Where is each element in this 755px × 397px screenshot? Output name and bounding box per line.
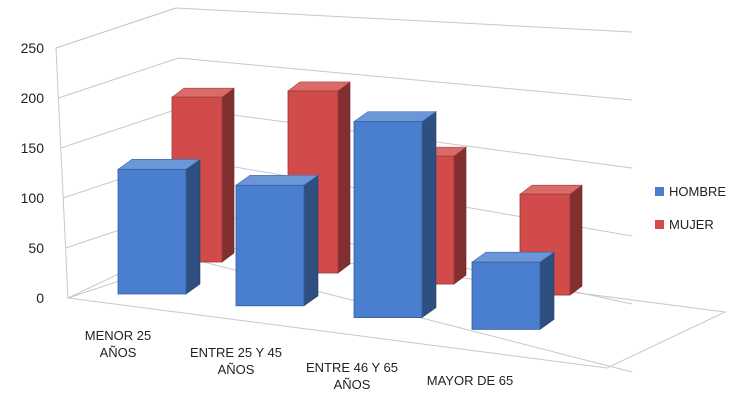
category-label-line: ENTRE 25 Y 45 bbox=[190, 345, 282, 360]
bar-top bbox=[471, 251, 555, 263]
y-tick-label: 150 bbox=[21, 140, 45, 156]
category-label: MENOR 25 AÑOS bbox=[85, 328, 151, 360]
bar-top bbox=[235, 174, 319, 186]
gridline bbox=[58, 57, 633, 101]
legend-swatch bbox=[655, 187, 664, 196]
y-axis-tick-labels: 0 50 100 150 200 250 bbox=[21, 40, 45, 306]
bar-side bbox=[421, 111, 437, 319]
legend-swatch bbox=[655, 220, 664, 229]
category-label: ENTRE 25 Y 45 AÑOS bbox=[190, 345, 282, 377]
legend: HOMBRE MUJER bbox=[655, 184, 726, 232]
category-label-line: ENTRE 46 Y 65 bbox=[306, 360, 398, 375]
gridline bbox=[55, 7, 633, 49]
x-axis-category-labels: MENOR 25 AÑOS ENTRE 25 Y 45 AÑOS ENTRE 46 Y … bbox=[85, 328, 513, 392]
y-tick-label: 100 bbox=[21, 190, 45, 206]
bar-front bbox=[117, 168, 187, 295]
category-label-line: AÑOS bbox=[218, 362, 255, 377]
category-label: MAYOR DE 65 bbox=[427, 373, 513, 388]
bars bbox=[117, 81, 583, 330]
category-label-line: MAYOR DE 65 bbox=[427, 373, 513, 388]
y-tick-label: 50 bbox=[28, 240, 44, 256]
category-label-line: AÑOS bbox=[334, 377, 371, 392]
bar-hombre bbox=[353, 111, 437, 319]
category-label: ENTRE 46 Y 65 AÑOS bbox=[306, 360, 398, 392]
bar-hombre bbox=[235, 174, 319, 307]
y-tick-label: 0 bbox=[36, 290, 44, 306]
legend-label: MUJER bbox=[669, 217, 714, 232]
bar-side bbox=[453, 146, 467, 285]
y-tick-label: 250 bbox=[21, 40, 45, 56]
category-label-line: MENOR 25 bbox=[85, 328, 151, 343]
y-tick-label: 200 bbox=[21, 90, 45, 106]
bar-hombre bbox=[471, 251, 555, 330]
bar-front bbox=[471, 261, 541, 330]
bar-side bbox=[185, 158, 201, 295]
bar-side bbox=[221, 87, 235, 263]
category-label-line: AÑOS bbox=[100, 345, 137, 360]
bar-side bbox=[569, 184, 583, 296]
bar-side bbox=[337, 81, 351, 274]
bar-top bbox=[353, 111, 437, 122]
bar-top bbox=[117, 159, 201, 170]
bar-side bbox=[539, 251, 555, 330]
bar-front bbox=[235, 184, 305, 307]
bar-side bbox=[303, 174, 319, 307]
legend-label: HOMBRE bbox=[669, 184, 726, 199]
left-wall-edge bbox=[55, 47, 69, 299]
bar-front bbox=[353, 121, 423, 318]
bar-hombre bbox=[117, 158, 201, 295]
